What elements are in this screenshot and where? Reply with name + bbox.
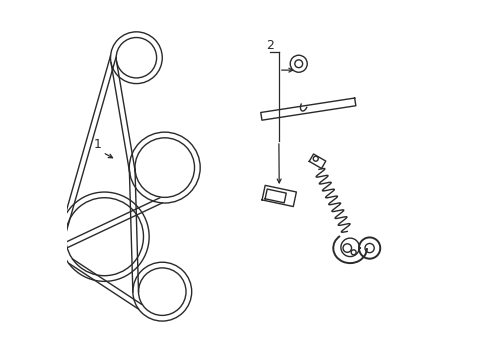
Text: 1: 1 (93, 138, 101, 151)
Text: 2: 2 (265, 39, 273, 52)
